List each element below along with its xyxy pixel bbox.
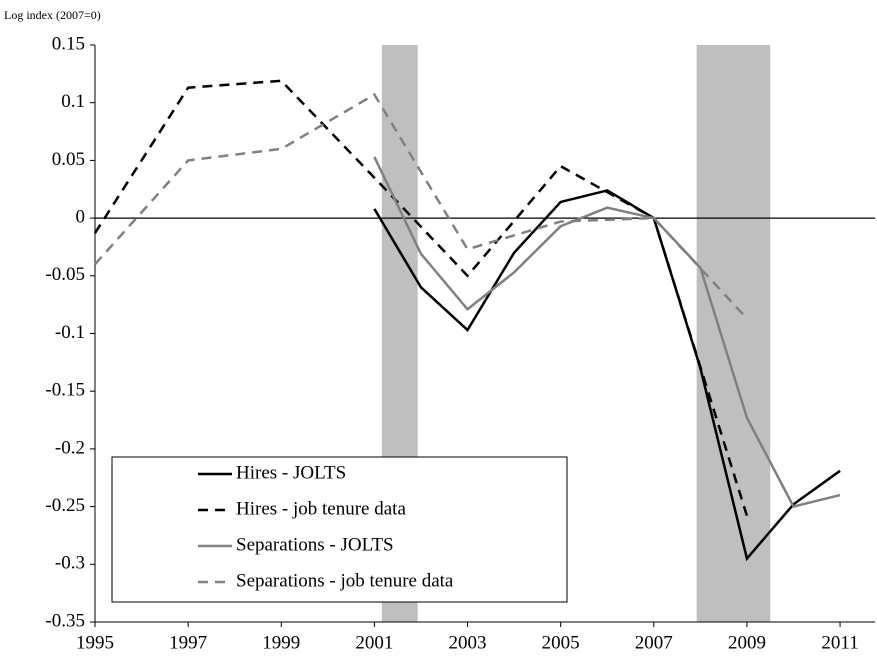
x-tick-label: 1995 — [76, 632, 114, 653]
y-tick-label: -0.05 — [45, 264, 85, 285]
legend-box — [111, 456, 568, 603]
x-tick-label: 2009 — [728, 632, 766, 653]
y-tick-label: -0.25 — [45, 495, 85, 516]
series-line — [93, 79, 749, 517]
x-tick-label: 2007 — [635, 632, 673, 653]
x-tick-label: 1997 — [169, 632, 207, 653]
legend-label: Hires - JOLTS — [236, 462, 346, 483]
series-line — [373, 189, 841, 562]
x-tick-label: 2003 — [449, 632, 487, 653]
recession-band — [696, 45, 771, 622]
series-line — [373, 156, 841, 509]
legend-label: Separations - JOLTS — [236, 534, 394, 555]
y-tick-label: -0.3 — [55, 553, 85, 574]
x-tick-label: 2011 — [821, 632, 858, 653]
y-tick-label: -0.35 — [45, 610, 85, 631]
legend-label: Separations - job tenure data — [236, 570, 454, 591]
y-tick-label: 0 — [76, 206, 86, 227]
y-tick-label: -0.2 — [55, 437, 85, 458]
y-tick-label: -0.1 — [55, 322, 85, 343]
y-tick-label: 0.15 — [52, 33, 85, 54]
y-tick-label: 0.05 — [52, 149, 85, 170]
y-tick-label: -0.15 — [45, 380, 85, 401]
x-tick-label: 2001 — [355, 632, 393, 653]
y-axis-label: Log index (2007=0) — [4, 8, 101, 22]
y-tick-label: 0.1 — [61, 91, 85, 112]
x-tick-label: 1999 — [262, 632, 300, 653]
series-line — [94, 92, 748, 320]
legend-label: Hires - job tenure data — [236, 498, 406, 519]
x-tick-label: 2005 — [542, 632, 580, 653]
